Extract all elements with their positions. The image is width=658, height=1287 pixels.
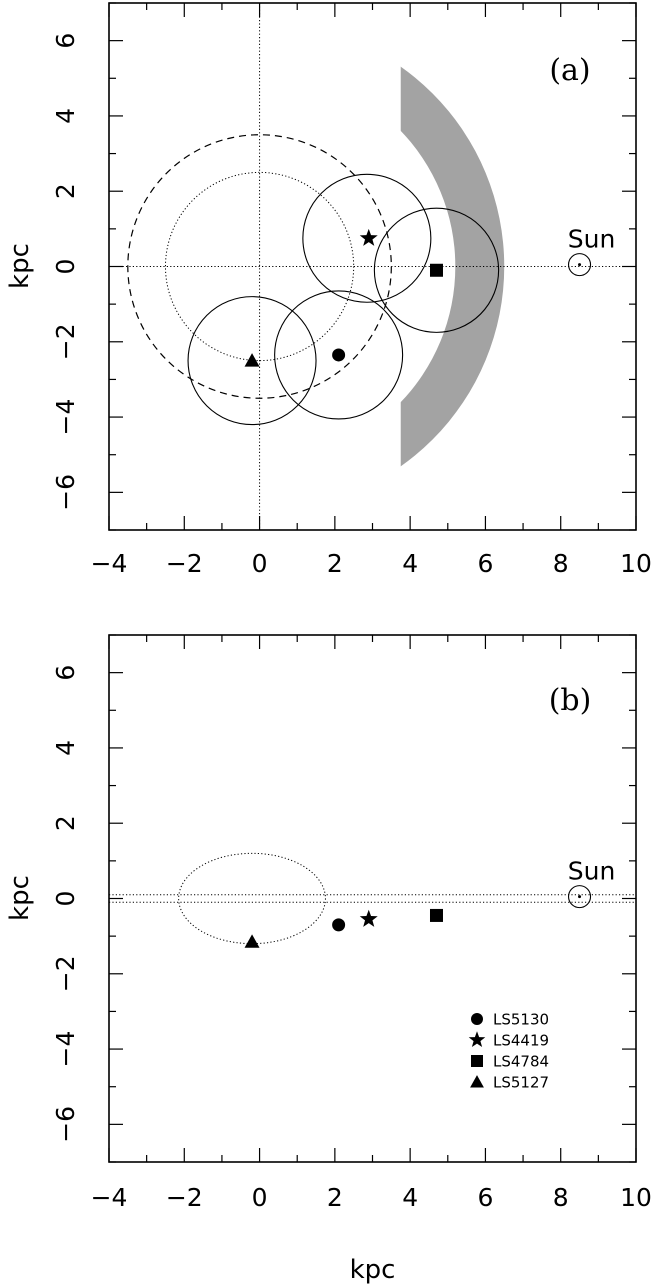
y-tick-label: −4	[51, 1031, 80, 1068]
x-axis-title: kpc	[350, 1255, 396, 1285]
y-tick-label: 6	[51, 33, 80, 49]
legend-marker-ls4419	[468, 1031, 486, 1048]
sun-symbol-dot	[578, 895, 582, 899]
shaded-arc	[400, 66, 505, 467]
y-tick-label: −6	[51, 474, 80, 511]
y-tick-label: 2	[51, 183, 80, 199]
y-tick-label: −2	[51, 323, 80, 360]
panel-label: (b)	[549, 683, 592, 718]
data-point-ls5127	[244, 353, 260, 367]
x-tick-label: 6	[477, 549, 493, 578]
sun-symbol-dot	[578, 263, 582, 267]
legend-label: LS5130	[493, 1011, 549, 1029]
legend-label: LS4419	[493, 1032, 549, 1050]
dashed-circle	[127, 134, 392, 399]
x-tick-label: 10	[620, 549, 652, 578]
data-point-ls5130	[332, 918, 346, 932]
x-tick-label: 10	[620, 1183, 652, 1212]
legend-marker-ls4784	[471, 1055, 483, 1067]
x-tick-label: 4	[402, 549, 418, 578]
sun-symbol	[567, 885, 592, 909]
sun-symbol	[567, 253, 592, 277]
panel-label: (a)	[549, 53, 590, 88]
panel-b: Sun −4 −2 0 2 4 6 8 10 −6 −4 −2 0 2 4 6 kpc kpc (b) LS5130 L…	[5, 634, 652, 1285]
x-tick-label: 6	[477, 1183, 493, 1212]
y-tick-label: 6	[51, 665, 80, 681]
sun-label: Sun	[568, 225, 616, 254]
legend-label: LS4784	[493, 1053, 549, 1071]
x-tick-label: 4	[402, 1183, 418, 1212]
x-tick-label: −4	[91, 1183, 128, 1212]
legend-label: LS5127	[493, 1074, 549, 1092]
error-circle	[373, 207, 500, 333]
data-point-ls4419	[359, 228, 378, 246]
legend-marker-ls5130	[471, 1013, 483, 1025]
x-tick-label: 0	[252, 1183, 268, 1212]
x-tick-label: 2	[327, 549, 343, 578]
y-tick-label: 0	[51, 259, 80, 275]
x-tick-label: −2	[166, 549, 203, 578]
y-tick-label: 4	[51, 740, 80, 756]
error-circle	[274, 290, 404, 420]
data-point-ls4419	[359, 909, 378, 927]
data-layer	[109, 3, 636, 530]
x-tick-label: −2	[166, 1183, 203, 1212]
error-circle	[302, 173, 432, 303]
x-tick-label: −4	[91, 549, 128, 578]
data-point-ls5127	[244, 934, 260, 948]
y-tick-label: −6	[51, 1106, 80, 1143]
x-tick-label: 8	[553, 1183, 569, 1212]
dotted-ellipse	[178, 852, 326, 945]
error-circle	[187, 296, 317, 426]
x-tick-label: 8	[553, 549, 569, 578]
x-tick-label: 2	[327, 1183, 343, 1212]
y-tick-label: 4	[51, 108, 80, 124]
y-axis-title: kpc	[5, 243, 35, 289]
data-layer	[109, 852, 636, 948]
y-axis-title: kpc	[5, 875, 35, 921]
legend-marker-ls5127	[470, 1075, 484, 1088]
data-point-ls4784	[429, 263, 443, 277]
x-tick-label: 0	[252, 549, 268, 578]
data-point-ls5130	[332, 348, 346, 362]
dotted-circle	[164, 171, 355, 362]
panel-a: Sun −4 −2 0 2 4 6 8 10 −6 −4 −2 0 2 4 6 kpc (a)	[5, 2, 652, 578]
y-tick-label: 0	[51, 891, 80, 907]
sun-label: Sun	[568, 857, 616, 886]
data-point-ls4784	[429, 908, 443, 922]
y-tick-label: −2	[51, 955, 80, 992]
y-tick-label: 2	[51, 815, 80, 831]
y-tick-label: −4	[51, 399, 80, 436]
